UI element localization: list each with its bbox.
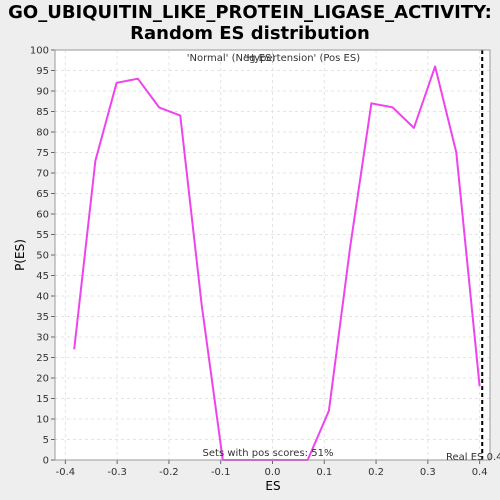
y-tick-label: 40 <box>36 292 49 303</box>
y-tick-label: 45 <box>36 271 49 282</box>
y-tick-label: 60 <box>36 210 49 221</box>
y-tick-label: 20 <box>36 374 49 385</box>
y-tick-label: 10 <box>36 415 49 426</box>
chart-title-line1: GO_UBIQUITIN_LIKE_PROTEIN_LIGASE_ACTIVIT… <box>8 2 492 23</box>
y-tick-label: 25 <box>36 353 49 364</box>
real-es-label: Real ES 0.4 <box>446 452 500 463</box>
y-tick-label: 50 <box>36 251 49 262</box>
legend-pos-es: 'Hypertension' (Pos ES) <box>244 53 360 64</box>
x-tick-label: 0.4 <box>472 467 488 478</box>
y-axis-ticks: 0 5 10 15 20 25 30 35 40 45 50 55 60 65 70 75 80 85 90 95 10… <box>30 46 55 467</box>
chart-title-line2: Random ES distribution <box>130 23 370 44</box>
y-tick-label: 70 <box>36 169 49 180</box>
x-tick-label: 0.3 <box>420 467 436 478</box>
x-tick-label: -0.3 <box>107 467 127 478</box>
x-tick-label: -0.4 <box>56 467 76 478</box>
y-tick-label: 15 <box>36 394 49 405</box>
y-tick-label: 90 <box>36 87 49 98</box>
x-axis-title: ES <box>265 479 280 493</box>
x-tick-label: 0.2 <box>368 467 384 478</box>
y-tick-label: 30 <box>36 333 49 344</box>
grid-lines <box>55 49 490 461</box>
x-tick-label: 0.0 <box>265 467 281 478</box>
y-tick-label: 85 <box>36 107 49 118</box>
y-tick-label: 65 <box>36 189 49 200</box>
x-tick-label: -0.2 <box>159 467 179 478</box>
legend-neg-es: 'Normal' (Neg ES) <box>187 53 276 64</box>
y-tick-label: 95 <box>36 66 49 77</box>
chart-title: GO_UBIQUITIN_LIKE_PROTEIN_LIGASE_ACTIVIT… <box>0 2 500 44</box>
y-tick-label: 55 <box>36 230 49 241</box>
y-tick-label: 5 <box>43 435 49 446</box>
y-tick-label: 75 <box>36 148 49 159</box>
y-tick-label: 35 <box>36 312 49 323</box>
x-axis-ticks: -0.4 -0.3 -0.2 -0.1 0.0 0.1 0.2 0.3 0.4 <box>56 460 488 478</box>
plot-border <box>54 49 491 461</box>
y-tick-label: 80 <box>36 128 49 139</box>
y-tick-label: 100 <box>30 46 49 57</box>
y-tick-label: 0 <box>43 456 49 467</box>
x-tick-label: 0.1 <box>316 467 332 478</box>
pos-score-annotation: Sets with pos scores: 51% <box>203 448 334 459</box>
x-tick-label: -0.1 <box>211 467 231 478</box>
y-axis-title: P(ES) <box>13 239 27 271</box>
